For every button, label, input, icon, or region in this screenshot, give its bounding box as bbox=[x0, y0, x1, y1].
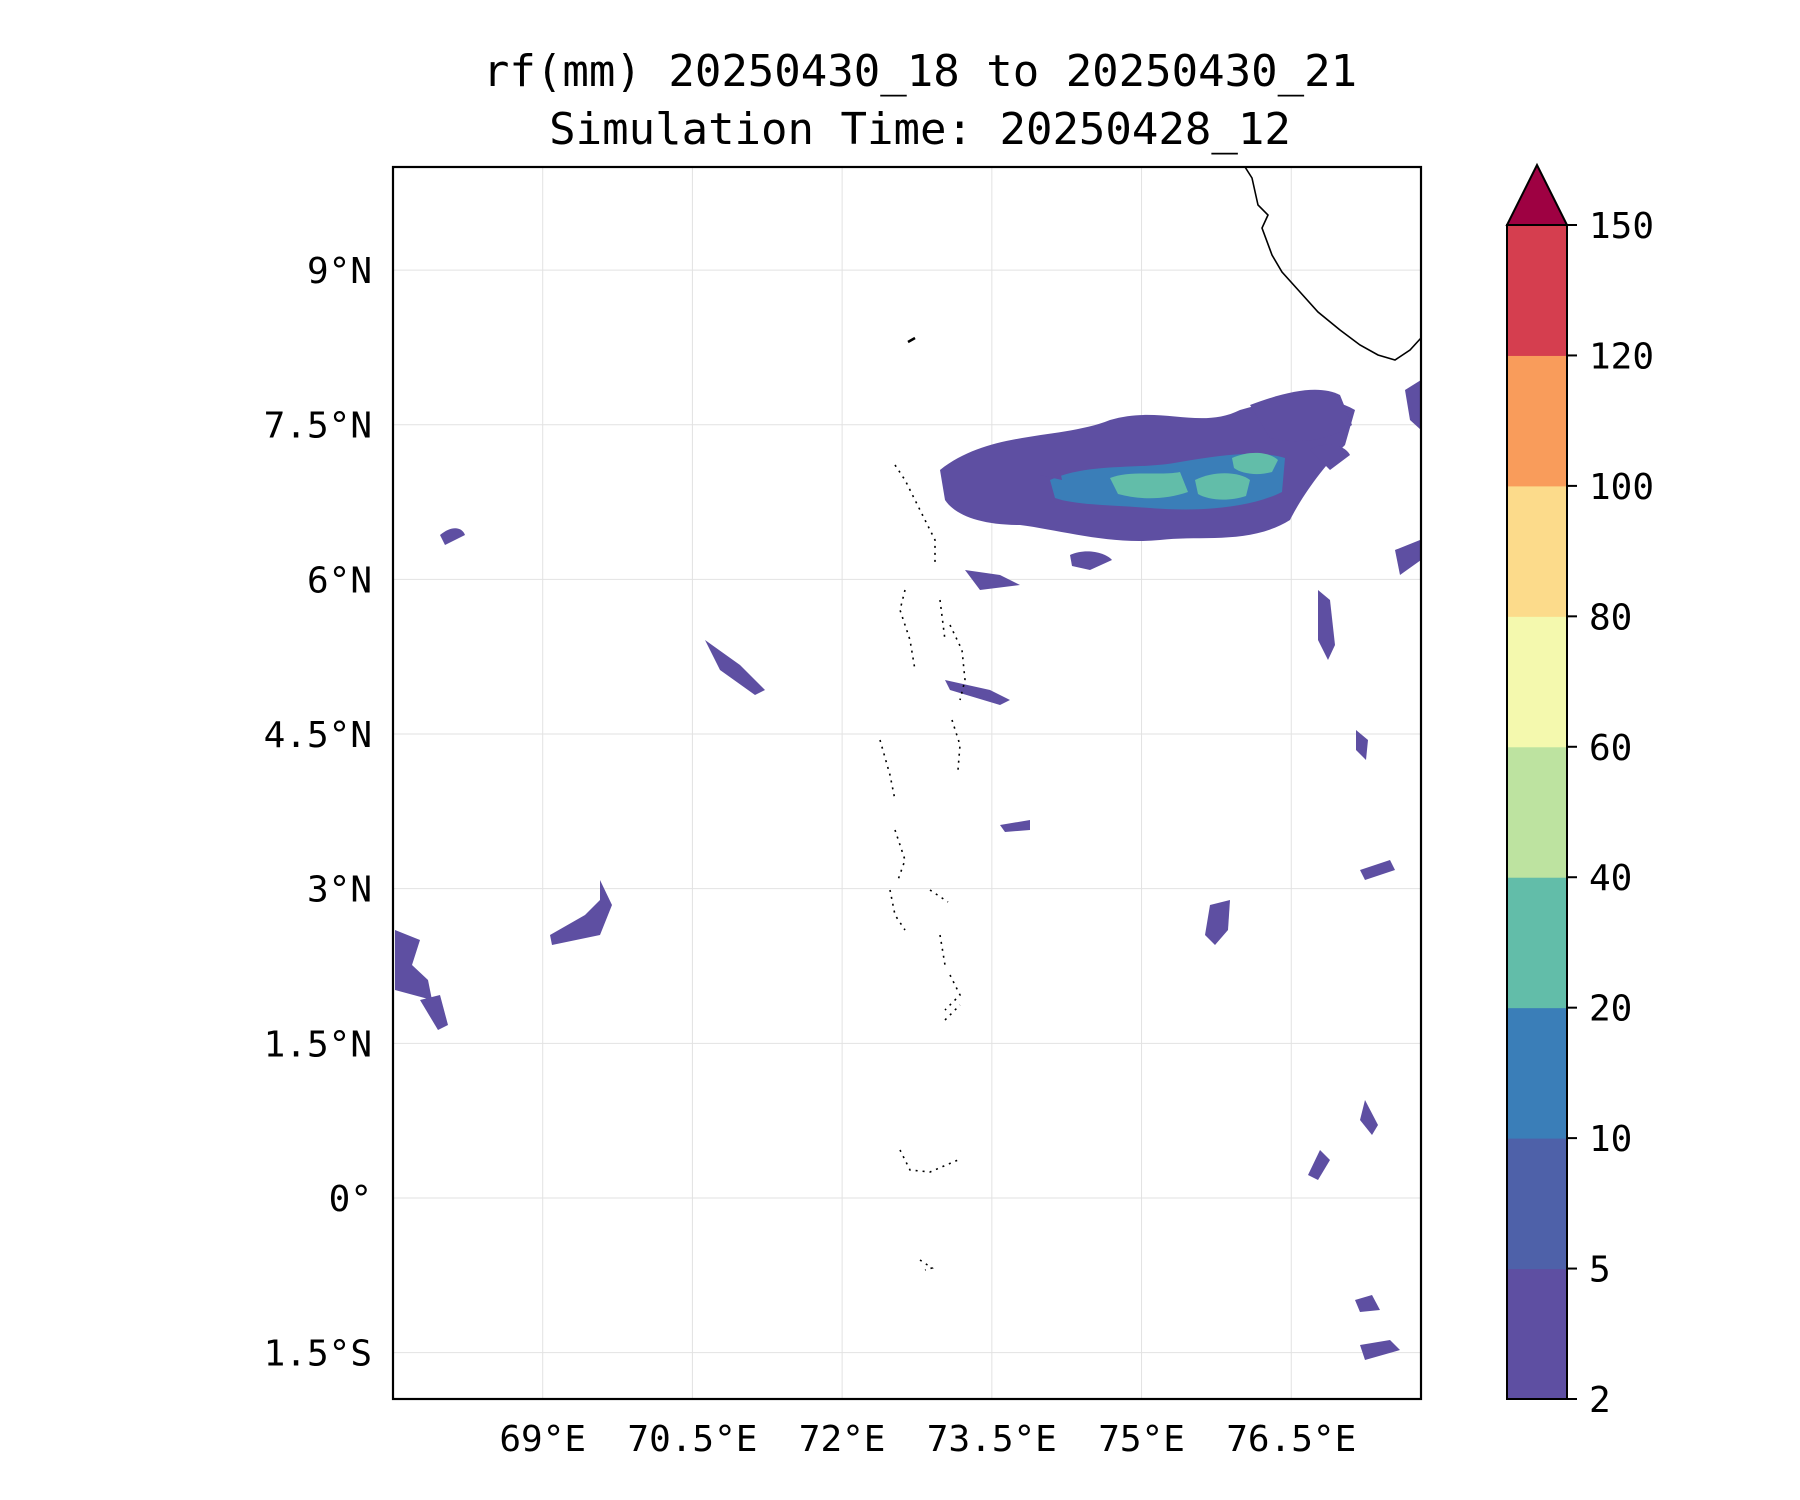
map-subtitle: Simulation Time: 20250428_12 bbox=[549, 104, 1291, 155]
rainfall-cell bbox=[1310, 444, 1350, 470]
rainfall-core-20c bbox=[1232, 452, 1278, 475]
colorbar-tick-label: 80 bbox=[1589, 597, 1632, 638]
colorbar-segment bbox=[1507, 877, 1567, 1009]
colorbar-segment bbox=[1507, 616, 1567, 748]
map-frame bbox=[391, 165, 1423, 1401]
rainfall-cell bbox=[1000, 820, 1030, 832]
colorbar-tick-label: 40 bbox=[1589, 858, 1632, 899]
colorbar-tick-label: 60 bbox=[1589, 728, 1632, 769]
lat-tick-label: 0° bbox=[329, 1179, 372, 1220]
colorbar-extend-arrow bbox=[1505, 162, 1569, 226]
rainfall-cell bbox=[420, 995, 448, 1030]
lon-tick-label: 76.5°E bbox=[1226, 1419, 1356, 1460]
coastline bbox=[879, 167, 1421, 1271]
lat-tick-label: 9°N bbox=[307, 251, 372, 292]
rainfall-cell bbox=[705, 640, 765, 695]
colorbar-tick-label: 20 bbox=[1589, 989, 1632, 1030]
lat-tick-label: 7.5°N bbox=[264, 406, 372, 447]
lat-tick-label: 6°N bbox=[307, 560, 372, 601]
colorbar-segment bbox=[1507, 355, 1567, 487]
lat-tick-label: 3°N bbox=[307, 870, 372, 911]
lon-tick-label: 73.5°E bbox=[927, 1419, 1057, 1460]
rainfall-cell bbox=[1205, 900, 1230, 945]
colorbar-segment bbox=[1507, 1268, 1567, 1400]
colorbar-tick-label: 2 bbox=[1589, 1380, 1611, 1421]
lon-tick-label: 69°E bbox=[499, 1419, 586, 1460]
lat-tick-label: 1.5°N bbox=[264, 1024, 372, 1065]
colorbar-tick-label: 120 bbox=[1589, 336, 1654, 377]
colorbar: 2 5 10 20 40 60 80 100 120 150 bbox=[1505, 162, 1654, 1421]
lakshadweep-islands bbox=[907, 336, 916, 344]
lon-tick-label: 75°E bbox=[1098, 1419, 1185, 1460]
rainfall-cell bbox=[395, 930, 432, 1000]
colorbar-segment bbox=[1507, 485, 1567, 617]
colorbar-segment bbox=[1507, 746, 1567, 878]
colorbar-segment bbox=[1507, 225, 1567, 356]
colorbar-frame bbox=[1506, 224, 1568, 1400]
lat-tick-label: 1.5°S bbox=[264, 1334, 372, 1375]
colorbar-tick-label: 5 bbox=[1589, 1250, 1611, 1291]
lon-tick-label: 70.5°E bbox=[627, 1419, 757, 1460]
colorbar-tick-label: 100 bbox=[1589, 467, 1654, 508]
rainfall-cell bbox=[1308, 1150, 1330, 1180]
rainfall-cell bbox=[965, 570, 1020, 590]
lat-tick-label: 4.5°N bbox=[264, 715, 372, 756]
axis-ticks: 69°E 70.5°E 72°E 73.5°E 75°E 76.5°E 9°N 7.5°N 6°… bbox=[264, 251, 1357, 1460]
rainfall-core-20 bbox=[1110, 472, 1188, 499]
colorbar-segment bbox=[1507, 1007, 1567, 1139]
rainfall-cell bbox=[1360, 1340, 1400, 1360]
rainfall-cell bbox=[1395, 540, 1421, 575]
map-title: rf(mm) 20250430_18 to 20250430_21 bbox=[482, 46, 1358, 97]
rainfall-cell bbox=[1360, 1100, 1378, 1135]
rainfall-cell bbox=[1355, 1295, 1380, 1312]
gridlines bbox=[393, 167, 1421, 1399]
rainfall-band-east bbox=[1250, 389, 1352, 442]
india-coastline bbox=[1244, 167, 1421, 361]
rainfall-cell bbox=[1405, 380, 1421, 430]
colorbar-tick-label: 150 bbox=[1589, 206, 1654, 247]
maldives-atolls bbox=[879, 464, 966, 1271]
rainfall-cell bbox=[945, 680, 1010, 705]
rainfall-cell bbox=[1070, 551, 1112, 570]
colorbar-tick-label: 10 bbox=[1589, 1119, 1632, 1160]
lon-tick-label: 72°E bbox=[799, 1419, 886, 1460]
colorbar-segment bbox=[1507, 1138, 1567, 1270]
rainfall-cell bbox=[1356, 730, 1368, 760]
rainfall-cell bbox=[1318, 590, 1335, 660]
rainfall-cell bbox=[550, 880, 612, 945]
rainfall-cell bbox=[1040, 470, 1062, 480]
rainfall-cell bbox=[440, 528, 465, 545]
rainfall-cell bbox=[1360, 860, 1395, 880]
rainfall-contours bbox=[395, 380, 1421, 1360]
rainfall-core-20b bbox=[1195, 473, 1250, 500]
